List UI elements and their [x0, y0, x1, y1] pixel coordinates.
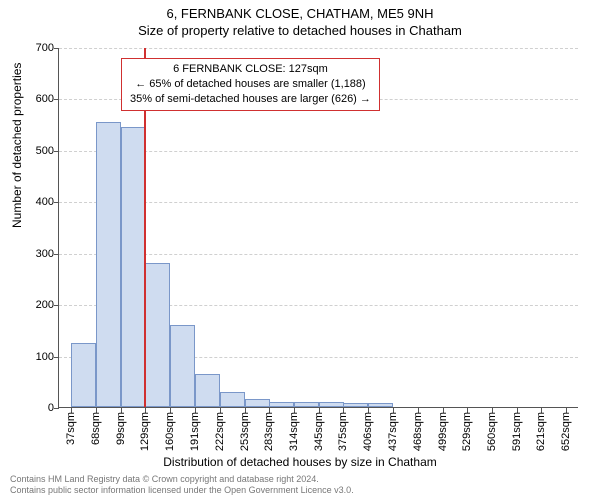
histogram-bar [343, 403, 368, 407]
xtick-label: 37sqm [65, 412, 77, 445]
ytick-label: 300 [14, 248, 54, 260]
footer-line-1: Contains HM Land Registry data © Crown c… [10, 474, 354, 485]
ytick-label: 400 [14, 196, 54, 208]
ytick-mark [54, 48, 59, 49]
annotation-box: 6 FERNBANK CLOSE: 127sqm← 65% of detache… [121, 58, 380, 111]
annotation-line: 35% of semi-detached houses are larger (… [130, 92, 371, 107]
xtick-label: 468sqm [412, 412, 424, 451]
histogram-bar [319, 402, 344, 407]
ytick-mark [54, 99, 59, 100]
plot-area: 010020030040050060070037sqm68sqm99sqm129… [58, 48, 578, 408]
ytick-mark [54, 254, 59, 255]
chart-container: 6, FERNBANK CLOSE, CHATHAM, ME5 9NH Size… [0, 0, 600, 500]
xtick-label: 560sqm [486, 412, 498, 451]
xtick-label: 529sqm [461, 412, 473, 451]
histogram-bar [368, 403, 393, 407]
xtick-label: 375sqm [337, 412, 349, 451]
plot: 010020030040050060070037sqm68sqm99sqm129… [58, 48, 578, 408]
annotation-line: 6 FERNBANK CLOSE: 127sqm [130, 62, 371, 77]
ytick-label: 500 [14, 145, 54, 157]
histogram-bar [269, 402, 294, 407]
chart-subtitle: Size of property relative to detached ho… [0, 21, 600, 38]
xtick-label: 345sqm [313, 412, 325, 451]
xtick-label: 591sqm [511, 412, 523, 451]
xtick-label: 283sqm [263, 412, 275, 451]
xtick-label: 499sqm [437, 412, 449, 451]
ytick-label: 600 [14, 93, 54, 105]
xtick-label: 621sqm [535, 412, 547, 451]
gridline [59, 48, 578, 49]
histogram-bar [220, 392, 245, 407]
xtick-label: 129sqm [139, 412, 151, 451]
chart-title: 6, FERNBANK CLOSE, CHATHAM, ME5 9NH [0, 0, 600, 21]
ytick-mark [54, 151, 59, 152]
ytick-mark [54, 202, 59, 203]
ytick-mark [54, 408, 59, 409]
histogram-bar [294, 402, 319, 407]
footer-line-2: Contains public sector information licen… [10, 485, 354, 496]
xtick-label: 68sqm [90, 412, 102, 445]
xtick-label: 437sqm [387, 412, 399, 451]
ytick-mark [54, 305, 59, 306]
annotation-line: ← 65% of detached houses are smaller (1,… [130, 77, 371, 92]
ytick-label: 200 [14, 299, 54, 311]
footer: Contains HM Land Registry data © Crown c… [10, 474, 354, 497]
ytick-label: 700 [14, 42, 54, 54]
histogram-bar [71, 343, 96, 407]
ytick-label: 0 [14, 402, 54, 414]
xtick-label: 314sqm [288, 412, 300, 451]
histogram-bar [96, 122, 121, 407]
xtick-label: 191sqm [189, 412, 201, 451]
xtick-label: 99sqm [115, 412, 127, 445]
xtick-label: 222sqm [214, 412, 226, 451]
xtick-label: 253sqm [239, 412, 251, 451]
histogram-bar [145, 263, 170, 407]
histogram-bar [170, 325, 195, 407]
histogram-bar [195, 374, 220, 407]
ytick-label: 100 [14, 351, 54, 363]
xtick-label: 652sqm [560, 412, 572, 451]
histogram-bar [121, 127, 146, 407]
xtick-label: 406sqm [362, 412, 374, 451]
ytick-mark [54, 357, 59, 358]
histogram-bar [245, 399, 270, 407]
xtick-label: 160sqm [164, 412, 176, 451]
x-axis-label: Distribution of detached houses by size … [0, 455, 600, 469]
